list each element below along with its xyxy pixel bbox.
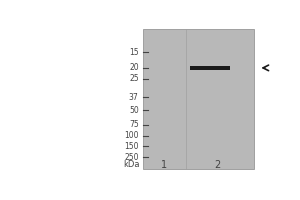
Text: 100: 100 [124,131,139,140]
Text: 50: 50 [129,106,139,115]
Bar [190,66,230,70]
Text: 15: 15 [129,48,139,57]
Text: 250: 250 [124,153,139,162]
Text: 1: 1 [161,160,167,170]
Text: 37: 37 [129,93,139,102]
Text: 150: 150 [124,142,139,151]
Text: 25: 25 [129,74,139,83]
Text: 75: 75 [129,120,139,129]
Bar [143,29,254,169]
Text: 20: 20 [129,63,139,72]
Text: 2: 2 [214,160,221,170]
Text: kDa: kDa [123,160,140,169]
